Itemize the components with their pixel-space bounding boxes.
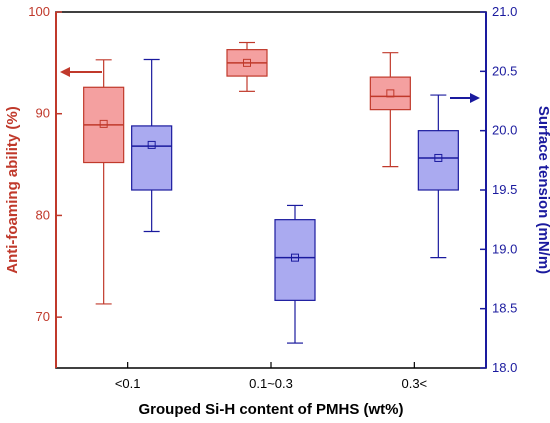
- right-axis-arrowhead: [470, 93, 480, 103]
- axis-indicator-arrows: [60, 67, 480, 103]
- right-tick-label: 20.0: [492, 123, 517, 138]
- iqr-box: [131, 125, 173, 191]
- right-axis-label: Surface tension (mN/m): [535, 106, 550, 274]
- left-axis-arrowhead: [60, 67, 70, 77]
- mean-marker: [243, 58, 251, 67]
- surface-tension-box: [131, 58, 173, 233]
- right-tick-label: 20.5: [492, 63, 517, 78]
- left-tick-label: 70: [36, 309, 50, 324]
- left-axis-label: Anti-foaming ability (%): [4, 106, 21, 274]
- right-axis-ticks: 18.0 18.5 19.0 19.5 20.0 20.5 21.0: [480, 4, 517, 375]
- left-tick-label: 100: [28, 4, 50, 19]
- mean-marker: [386, 89, 395, 98]
- right-tick-label: 19.0: [492, 241, 517, 256]
- right-tick-label: 19.5: [492, 182, 517, 197]
- left-tick-label: 80: [36, 207, 50, 222]
- right-tick-label: 21.0: [492, 4, 517, 19]
- iqr-box: [369, 76, 411, 111]
- left-tick-label: 90: [36, 106, 50, 121]
- left-axis-ticks: 70 80 90 100: [28, 4, 62, 324]
- right-tick-label: 18.0: [492, 360, 517, 375]
- mean-marker: [147, 140, 156, 149]
- mean-marker: [434, 153, 443, 162]
- x-axis-ticks: <0.1 0.1~0.3 0.3<: [115, 362, 427, 391]
- right-tick-label: 18.5: [492, 301, 517, 316]
- iqr-box: [274, 219, 316, 301]
- anti-foaming-box: [83, 59, 125, 305]
- x-tick-label: <0.1: [115, 376, 141, 391]
- anti-foaming-box: [226, 41, 268, 92]
- surface-tension-box: [274, 204, 316, 344]
- mean-marker: [99, 119, 108, 128]
- anti-foaming-box: [369, 52, 411, 168]
- x-tick-label: 0.1~0.3: [249, 376, 293, 391]
- x-axis-label: Grouped Si-H content of PMHS (wt%): [139, 401, 404, 418]
- box-series: [83, 41, 459, 344]
- x-tick-label: 0.3<: [401, 376, 427, 391]
- mean-marker: [291, 253, 299, 262]
- iqr-box: [417, 130, 459, 191]
- surface-tension-box: [417, 94, 459, 259]
